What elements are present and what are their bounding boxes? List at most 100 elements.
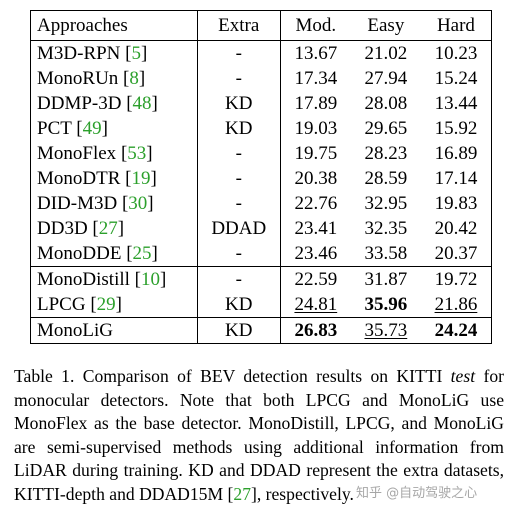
hard-value: 10.23 [434, 42, 478, 64]
mod-cell: 23.46 [280, 241, 351, 267]
hard-cell: 20.42 [420, 216, 492, 241]
extra-cell: - [197, 191, 281, 216]
mod-value: 23.41 [294, 217, 338, 239]
hard-cell: 13.44 [420, 91, 492, 116]
mod-cell: 17.34 [280, 66, 351, 91]
mod-cell: 19.03 [280, 116, 351, 141]
mod-cell: 24.81 [280, 292, 351, 318]
approach-name: MonoLiG [37, 319, 113, 341]
mod-cell: 17.89 [280, 91, 351, 116]
citation-link[interactable]: 48 [132, 92, 152, 114]
approach-cell: DDMP-3D [48] [30, 91, 198, 116]
hard-value: 24.24 [434, 319, 478, 341]
easy-value: 29.65 [364, 117, 408, 139]
mod-value: 23.46 [294, 242, 338, 264]
extra-cell: - [197, 166, 281, 191]
mod-value: 26.83 [294, 319, 338, 341]
extra-cell: DDAD [197, 216, 281, 241]
easy-value: 28.59 [364, 167, 408, 189]
citation-link[interactable]: 27 [98, 217, 118, 239]
mod-value: 19.75 [294, 142, 338, 164]
citation-link[interactable]: 49 [82, 117, 102, 139]
table-row: MonoDDE [25] -23.46 33.58 20.37 [30, 241, 492, 267]
approach-name: MonoDDE [37, 242, 122, 264]
hard-value: 20.42 [434, 217, 478, 239]
table-row: DID-M3D [30] -22.76 32.95 19.83 [30, 191, 492, 216]
citation-link[interactable]: 25 [132, 242, 152, 264]
citation-link[interactable]: 8 [129, 67, 139, 89]
easy-cell: 27.94 [351, 66, 421, 91]
table-row: PCT [49] KD 19.03 29.65 15.92 [30, 116, 492, 141]
citation-link[interactable]: 10 [140, 268, 160, 290]
approach-name: M3D-RPN [37, 42, 121, 64]
mod-cell: 20.38 [280, 166, 351, 191]
mod-value: 24.81 [294, 293, 338, 315]
easy-cell: 28.08 [351, 91, 421, 116]
header-approaches: Approaches [30, 10, 198, 41]
watermark: 知乎 @自动驾驶之心 [356, 486, 478, 501]
table-row: MonoRUn [8] -17.34 27.94 15.24 [30, 66, 492, 91]
citation-link[interactable]: 5 [131, 42, 141, 64]
hard-cell: 24.24 [420, 317, 492, 344]
easy-cell: 35.96 [351, 292, 421, 318]
citation-link[interactable]: 29 [96, 293, 116, 315]
mod-cell: 23.41 [280, 216, 351, 241]
extra-cell: KD [197, 116, 281, 141]
extra-cell: - [197, 40, 281, 66]
mod-value: 19.03 [294, 117, 338, 139]
easy-cell: 35.73 [350, 317, 421, 344]
caption-citation-link[interactable]: 27 [233, 483, 251, 504]
approach-cell: MonoDistill [10] [30, 266, 198, 292]
citation-link[interactable]: 30 [128, 192, 148, 214]
mod-cell: 19.75 [280, 141, 351, 166]
hard-cell: 16.89 [420, 141, 492, 166]
mod-cell: 22.76 [280, 191, 351, 216]
extra-cell: - [197, 141, 281, 166]
approach-name: DDMP-3D [37, 92, 122, 114]
hard-value: 13.44 [434, 92, 478, 114]
table-row: MonoFlex [53] -19.75 28.23 16.89 [30, 141, 492, 166]
easy-cell: 28.23 [351, 141, 421, 166]
table-row: MonoDistill [10] -22.59 31.87 19.72 [30, 266, 492, 292]
easy-value: 27.94 [364, 67, 408, 89]
easy-value: 28.08 [364, 92, 408, 114]
approach-name: DID-M3D [37, 192, 118, 214]
easy-value: 28.23 [364, 142, 408, 164]
approach-cell: DD3D [27] [30, 216, 198, 241]
caption-test-word: test [450, 366, 476, 386]
easy-value: 31.87 [364, 268, 408, 290]
mod-value: 13.67 [294, 42, 338, 64]
approach-cell: M3D-RPN [5] [30, 40, 198, 66]
hard-value: 17.14 [434, 167, 478, 189]
mod-cell: 26.83 [280, 317, 351, 344]
hard-value: 21.86 [434, 293, 478, 315]
table-row: MonoDTR [19] -20.38 28.59 17.14 [30, 166, 492, 191]
citation-link[interactable]: 53 [127, 142, 147, 164]
caption-text-2: for monocular detectors. Note that both … [14, 366, 504, 504]
easy-value: 32.95 [364, 192, 408, 214]
mod-value: 22.59 [294, 268, 338, 290]
table-row: LPCG [29] KD 24.81 35.96 21.86 [30, 292, 492, 318]
mod-value: 20.38 [294, 167, 338, 189]
approach-name: MonoFlex [37, 142, 117, 164]
easy-cell: 21.02 [351, 41, 421, 67]
extra-cell: - [197, 66, 281, 91]
hard-cell: 10.23 [420, 40, 492, 66]
approach-cell: MonoDTR [19] [30, 166, 198, 191]
easy-cell: 33.58 [351, 241, 421, 267]
extra-cell: - [197, 266, 281, 292]
mod-value: 17.89 [294, 92, 338, 114]
header-easy: Easy [350, 10, 421, 41]
hard-value: 19.72 [434, 268, 478, 290]
approach-cell: LPCG [29] [30, 292, 198, 318]
approach-name: MonoRUn [37, 67, 119, 89]
easy-cell: 29.65 [351, 116, 421, 141]
citation-link[interactable]: 19 [131, 167, 151, 189]
results-table-container: Approaches Extra Mod. Easy Hard M3D-RPN … [30, 10, 492, 344]
easy-value: 32.35 [364, 217, 408, 239]
hard-cell: 17.14 [420, 166, 492, 191]
hard-cell: 20.37 [420, 241, 492, 267]
approach-name: MonoDistill [37, 268, 130, 290]
approach-name: LPCG [37, 293, 86, 315]
easy-cell: 31.87 [350, 266, 421, 292]
